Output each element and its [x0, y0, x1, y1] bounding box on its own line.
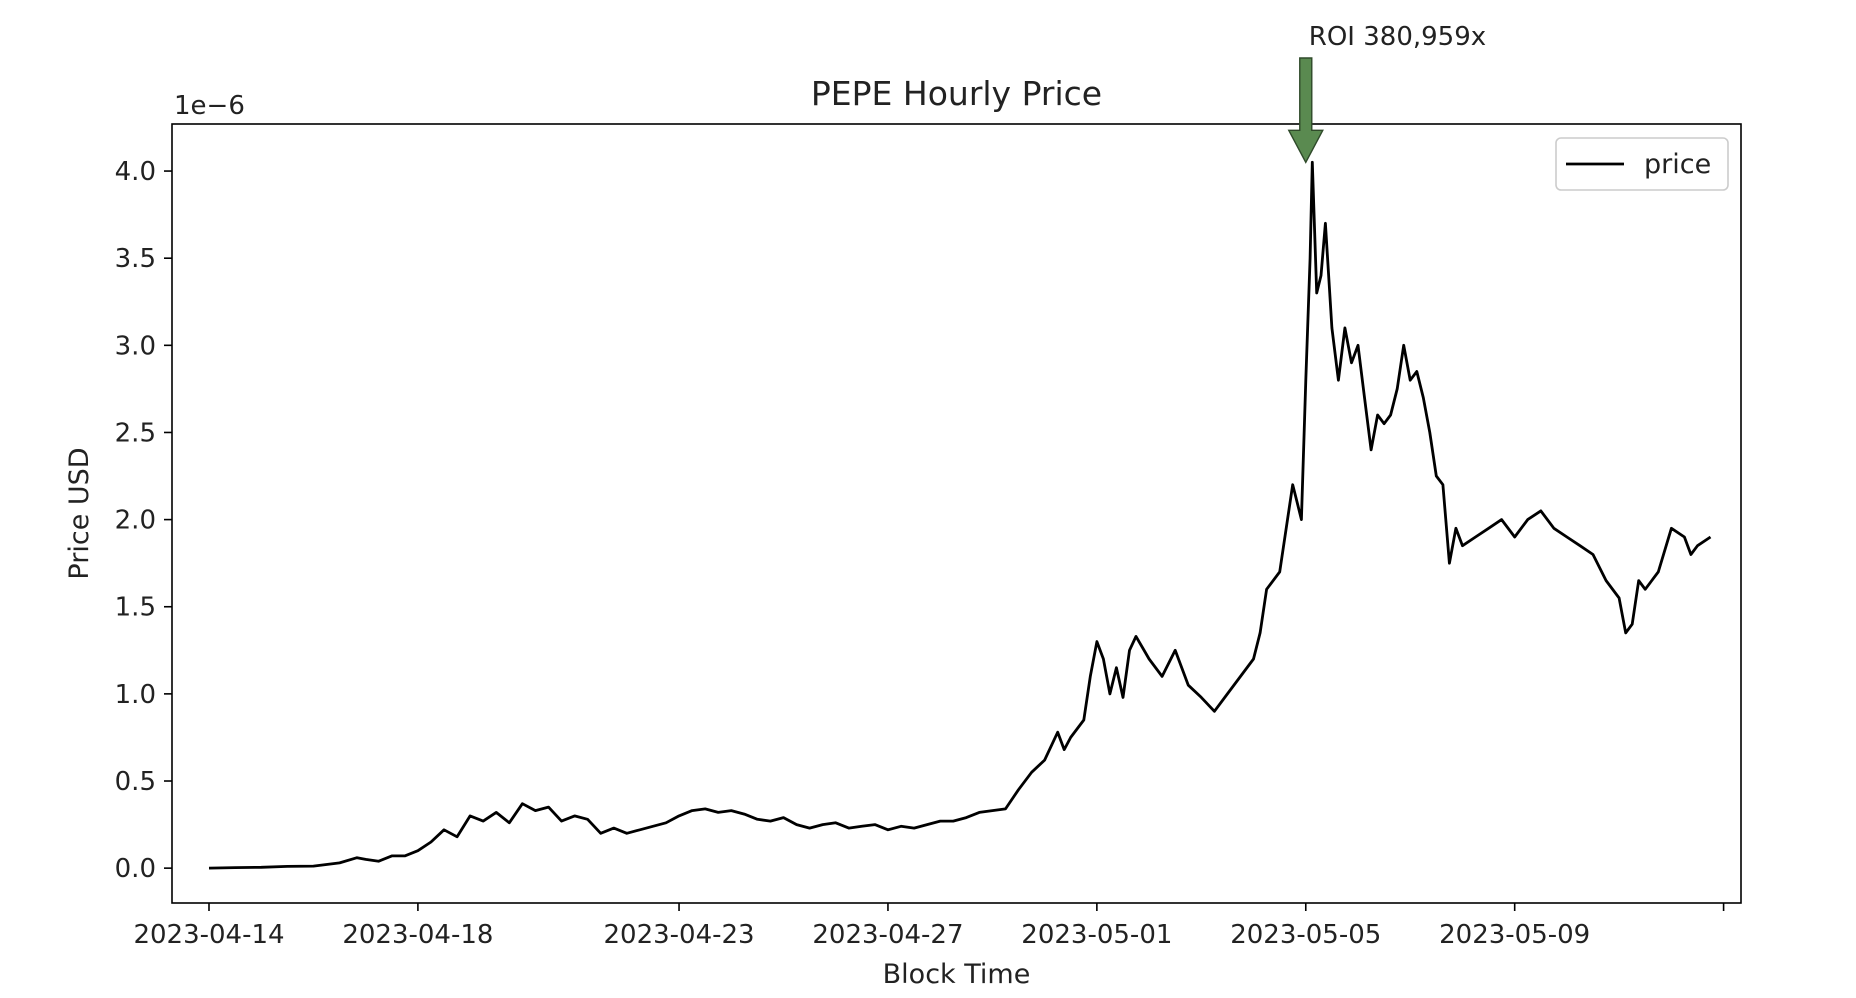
y-axis-label: Price USD [64, 447, 95, 579]
legend-box [1555, 137, 1729, 191]
plot-frame [171, 123, 1742, 904]
y-tick-label: 2.0 [115, 506, 156, 536]
legend: price [1555, 137, 1729, 191]
y-tick-label: 2.5 [115, 418, 156, 448]
x-tick-label: 2023-04-23 [603, 920, 754, 950]
y-offset-label: 1e−6 [174, 91, 245, 121]
x-tick-label: 2023-05-05 [1230, 920, 1381, 950]
axis-ticks: 2023-04-14 2023-04-18 2023-04-23 2023-04-27… [115, 157, 1725, 950]
y-tick-label: 0.0 [115, 854, 156, 884]
roi-annotation: ROI 380,959x [1287, 22, 1486, 164]
roi-arrow [1287, 57, 1324, 164]
price-series-line [208, 160, 1712, 870]
y-tick-label: 4.0 [115, 157, 156, 187]
x-tick-label: 2023-04-18 [342, 920, 493, 950]
chart-title: PEPE Hourly Price [811, 74, 1102, 113]
roi-annotation-label: ROI 380,959x [1309, 22, 1486, 52]
legend-label-price: price [1644, 149, 1711, 180]
x-tick-label: 2023-04-14 [133, 920, 284, 950]
y-tick-label: 0.5 [115, 767, 156, 797]
x-tick-label: 2023-05-01 [1021, 920, 1172, 950]
y-tick-label: 3.5 [115, 244, 156, 274]
y-tick-label: 1.5 [115, 593, 156, 623]
y-tick-label: 3.0 [115, 331, 156, 361]
x-axis-label: Block Time [883, 959, 1031, 990]
y-tick-label: 1.0 [115, 680, 156, 710]
x-tick-label: 2023-04-27 [812, 920, 963, 950]
x-tick-label: 2023-05-09 [1439, 920, 1590, 950]
